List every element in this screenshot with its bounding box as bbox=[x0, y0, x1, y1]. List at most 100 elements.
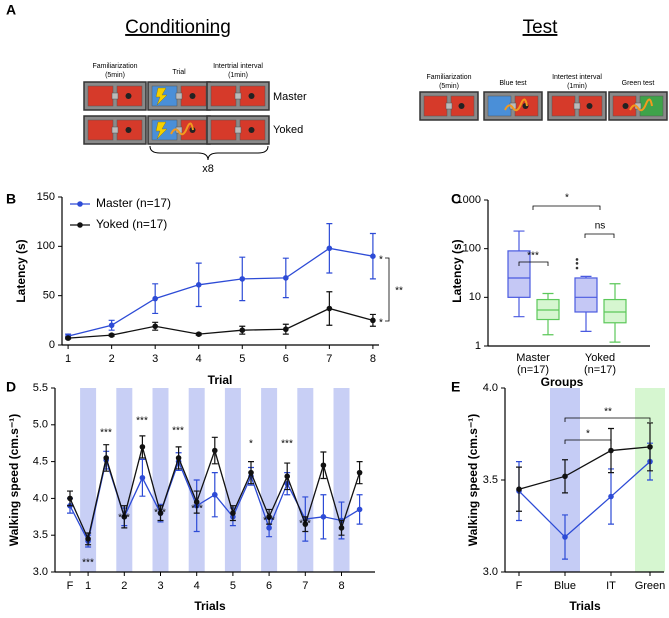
y-tick-label: 50 bbox=[43, 290, 55, 302]
data-point bbox=[193, 499, 200, 505]
data-point bbox=[326, 245, 333, 252]
legend-label: Master (n=17) bbox=[96, 196, 171, 210]
data-point bbox=[284, 473, 291, 480]
phase-label: (1min) bbox=[567, 83, 587, 90]
x-tick-label: 6 bbox=[266, 580, 272, 592]
data-point bbox=[320, 462, 327, 469]
data-point bbox=[562, 473, 568, 480]
repeat-brace bbox=[149, 145, 269, 161]
annotation: * bbox=[249, 439, 253, 450]
panel-label: D bbox=[6, 379, 16, 395]
x-tick-label: 1 bbox=[65, 353, 71, 365]
phase-label: Trial bbox=[172, 69, 186, 76]
data-point bbox=[562, 534, 568, 540]
data-point bbox=[108, 332, 115, 338]
data-point bbox=[320, 514, 327, 520]
chamber-left bbox=[87, 119, 114, 141]
box bbox=[603, 298, 627, 324]
x-tick-label: 5 bbox=[239, 353, 245, 365]
significance-bracket bbox=[564, 417, 651, 422]
animal-icon bbox=[622, 103, 629, 109]
x-tick-label: Green bbox=[635, 580, 666, 592]
data-point bbox=[152, 323, 158, 330]
row-label: Yoked bbox=[273, 124, 303, 136]
highlight-band bbox=[333, 388, 350, 572]
whisker-high bbox=[542, 292, 554, 300]
y-axis-label: Walking speed (cm.s⁻¹) bbox=[466, 414, 480, 547]
x-tick-label: 5 bbox=[230, 580, 236, 592]
phase-label: Intertest interval bbox=[552, 74, 602, 81]
phase-label: Intertrial interval bbox=[213, 63, 263, 70]
chamber-left bbox=[423, 95, 448, 117]
animal-icon bbox=[458, 103, 465, 109]
trail-icon bbox=[170, 122, 194, 136]
chamber-door bbox=[234, 126, 242, 134]
chamber-door bbox=[111, 92, 119, 100]
data-point bbox=[370, 317, 376, 324]
chamber-left bbox=[87, 85, 114, 107]
x-axis-label: Groups bbox=[541, 375, 584, 389]
data-point bbox=[516, 486, 522, 493]
phase-label: Blue test bbox=[499, 80, 526, 87]
annotation: * bbox=[379, 255, 383, 266]
repeat-label: x8 bbox=[202, 163, 214, 175]
annotation: *** bbox=[100, 428, 112, 439]
y-axis-label: Latency (s) bbox=[450, 239, 464, 302]
y-tick-label: 4.5 bbox=[33, 456, 48, 468]
data-point bbox=[248, 469, 254, 476]
data-point bbox=[65, 335, 71, 341]
data-point bbox=[152, 295, 158, 302]
x-axis-label: Trial bbox=[208, 373, 233, 387]
animal-icon bbox=[248, 93, 255, 99]
x-tick-label: Master bbox=[516, 352, 550, 364]
highlight-band bbox=[261, 388, 278, 572]
data-point bbox=[283, 326, 289, 333]
annotation: * bbox=[586, 429, 590, 440]
significance-bracket bbox=[532, 205, 601, 210]
annotation: * bbox=[379, 318, 383, 329]
x-tick-label: 8 bbox=[370, 353, 376, 365]
data-point bbox=[67, 495, 73, 502]
y-tick-label: 5.0 bbox=[33, 419, 48, 431]
animal-icon bbox=[125, 127, 132, 133]
y-axis-label: Walking speed (cm.s⁻¹) bbox=[7, 414, 21, 547]
x-tick-label: 1 bbox=[85, 580, 91, 592]
data-point bbox=[108, 322, 115, 329]
y-tick-label: 0 bbox=[49, 339, 55, 351]
y-tick-label: 5.5 bbox=[33, 382, 48, 394]
y-tick-label: 100 bbox=[463, 243, 481, 255]
highlight-band bbox=[152, 388, 169, 572]
series-line bbox=[68, 307, 374, 339]
y-tick-label: 3.5 bbox=[33, 529, 48, 541]
outlier bbox=[575, 262, 579, 265]
phase-label: Familiarization bbox=[92, 63, 137, 70]
y-axis-label: Latency (s) bbox=[14, 239, 28, 302]
annotation: *** bbox=[527, 251, 539, 262]
annotation: *** bbox=[154, 508, 166, 519]
x-tick-note: (n=17) bbox=[584, 364, 616, 376]
annotation: *** bbox=[299, 519, 311, 530]
legend-label: Yoked (n=17) bbox=[96, 217, 167, 231]
data-point bbox=[195, 282, 202, 288]
x-tick-label: F bbox=[67, 580, 74, 592]
highlight-band bbox=[116, 388, 133, 572]
y-tick-label: 3.0 bbox=[483, 566, 498, 578]
animal-icon bbox=[248, 127, 255, 133]
x-tick-note: (n=17) bbox=[517, 364, 549, 376]
data-point bbox=[121, 514, 128, 520]
animal-icon bbox=[586, 103, 593, 109]
annotation: *** bbox=[118, 513, 130, 524]
x-tick-label: 8 bbox=[338, 580, 344, 592]
chamber-left bbox=[210, 85, 237, 107]
legend-marker bbox=[77, 222, 83, 228]
data-point bbox=[239, 276, 246, 282]
annotation: *** bbox=[191, 504, 203, 515]
data-point bbox=[370, 253, 376, 259]
animal-icon bbox=[189, 93, 196, 99]
data-point bbox=[608, 447, 614, 454]
data-point bbox=[326, 305, 333, 312]
data-point bbox=[212, 447, 218, 454]
significance-bracket bbox=[584, 233, 615, 238]
trail-icon bbox=[629, 98, 653, 112]
